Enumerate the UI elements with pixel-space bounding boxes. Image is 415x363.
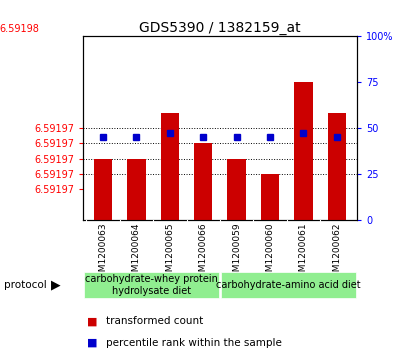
Text: transformed count: transformed count: [106, 316, 203, 326]
Text: 6.59198: 6.59198: [0, 24, 39, 34]
Bar: [227, 159, 246, 220]
Title: GDS5390 / 1382159_at: GDS5390 / 1382159_at: [139, 21, 301, 35]
Bar: [328, 113, 346, 220]
Text: GSM1200060: GSM1200060: [266, 222, 275, 283]
Text: GSM1200059: GSM1200059: [232, 222, 241, 283]
Text: carbohydrate-amino acid diet: carbohydrate-amino acid diet: [216, 280, 361, 290]
Text: protocol: protocol: [4, 280, 47, 290]
Text: percentile rank within the sample: percentile rank within the sample: [106, 338, 282, 348]
Bar: [127, 159, 146, 220]
Bar: [294, 82, 312, 220]
Text: ▶: ▶: [51, 278, 61, 291]
Text: GSM1200062: GSM1200062: [332, 222, 342, 283]
Bar: [94, 159, 112, 220]
Bar: [84, 272, 219, 298]
Bar: [194, 143, 212, 220]
Text: GSM1200066: GSM1200066: [199, 222, 208, 283]
Bar: [221, 272, 356, 298]
Text: GSM1200065: GSM1200065: [165, 222, 174, 283]
Bar: [161, 113, 179, 220]
Text: GSM1200063: GSM1200063: [98, 222, 107, 283]
Text: carbohydrate-whey protein
hydrolysate diet: carbohydrate-whey protein hydrolysate di…: [85, 274, 218, 296]
Text: ■: ■: [87, 316, 98, 326]
Text: GSM1200064: GSM1200064: [132, 222, 141, 283]
Text: GSM1200061: GSM1200061: [299, 222, 308, 283]
Bar: [261, 174, 279, 220]
Text: ■: ■: [87, 338, 98, 348]
